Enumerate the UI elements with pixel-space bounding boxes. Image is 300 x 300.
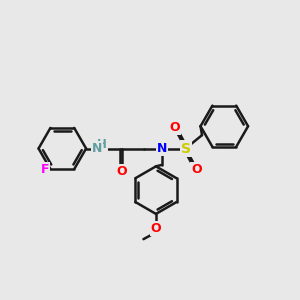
Text: O: O bbox=[116, 165, 127, 178]
Text: O: O bbox=[170, 121, 180, 134]
Text: F: F bbox=[41, 163, 49, 176]
Text: H: H bbox=[97, 138, 107, 151]
Text: O: O bbox=[191, 163, 202, 176]
Text: O: O bbox=[151, 222, 161, 235]
Text: S: S bbox=[181, 142, 191, 155]
Text: N: N bbox=[92, 142, 102, 155]
Text: N: N bbox=[157, 142, 167, 155]
